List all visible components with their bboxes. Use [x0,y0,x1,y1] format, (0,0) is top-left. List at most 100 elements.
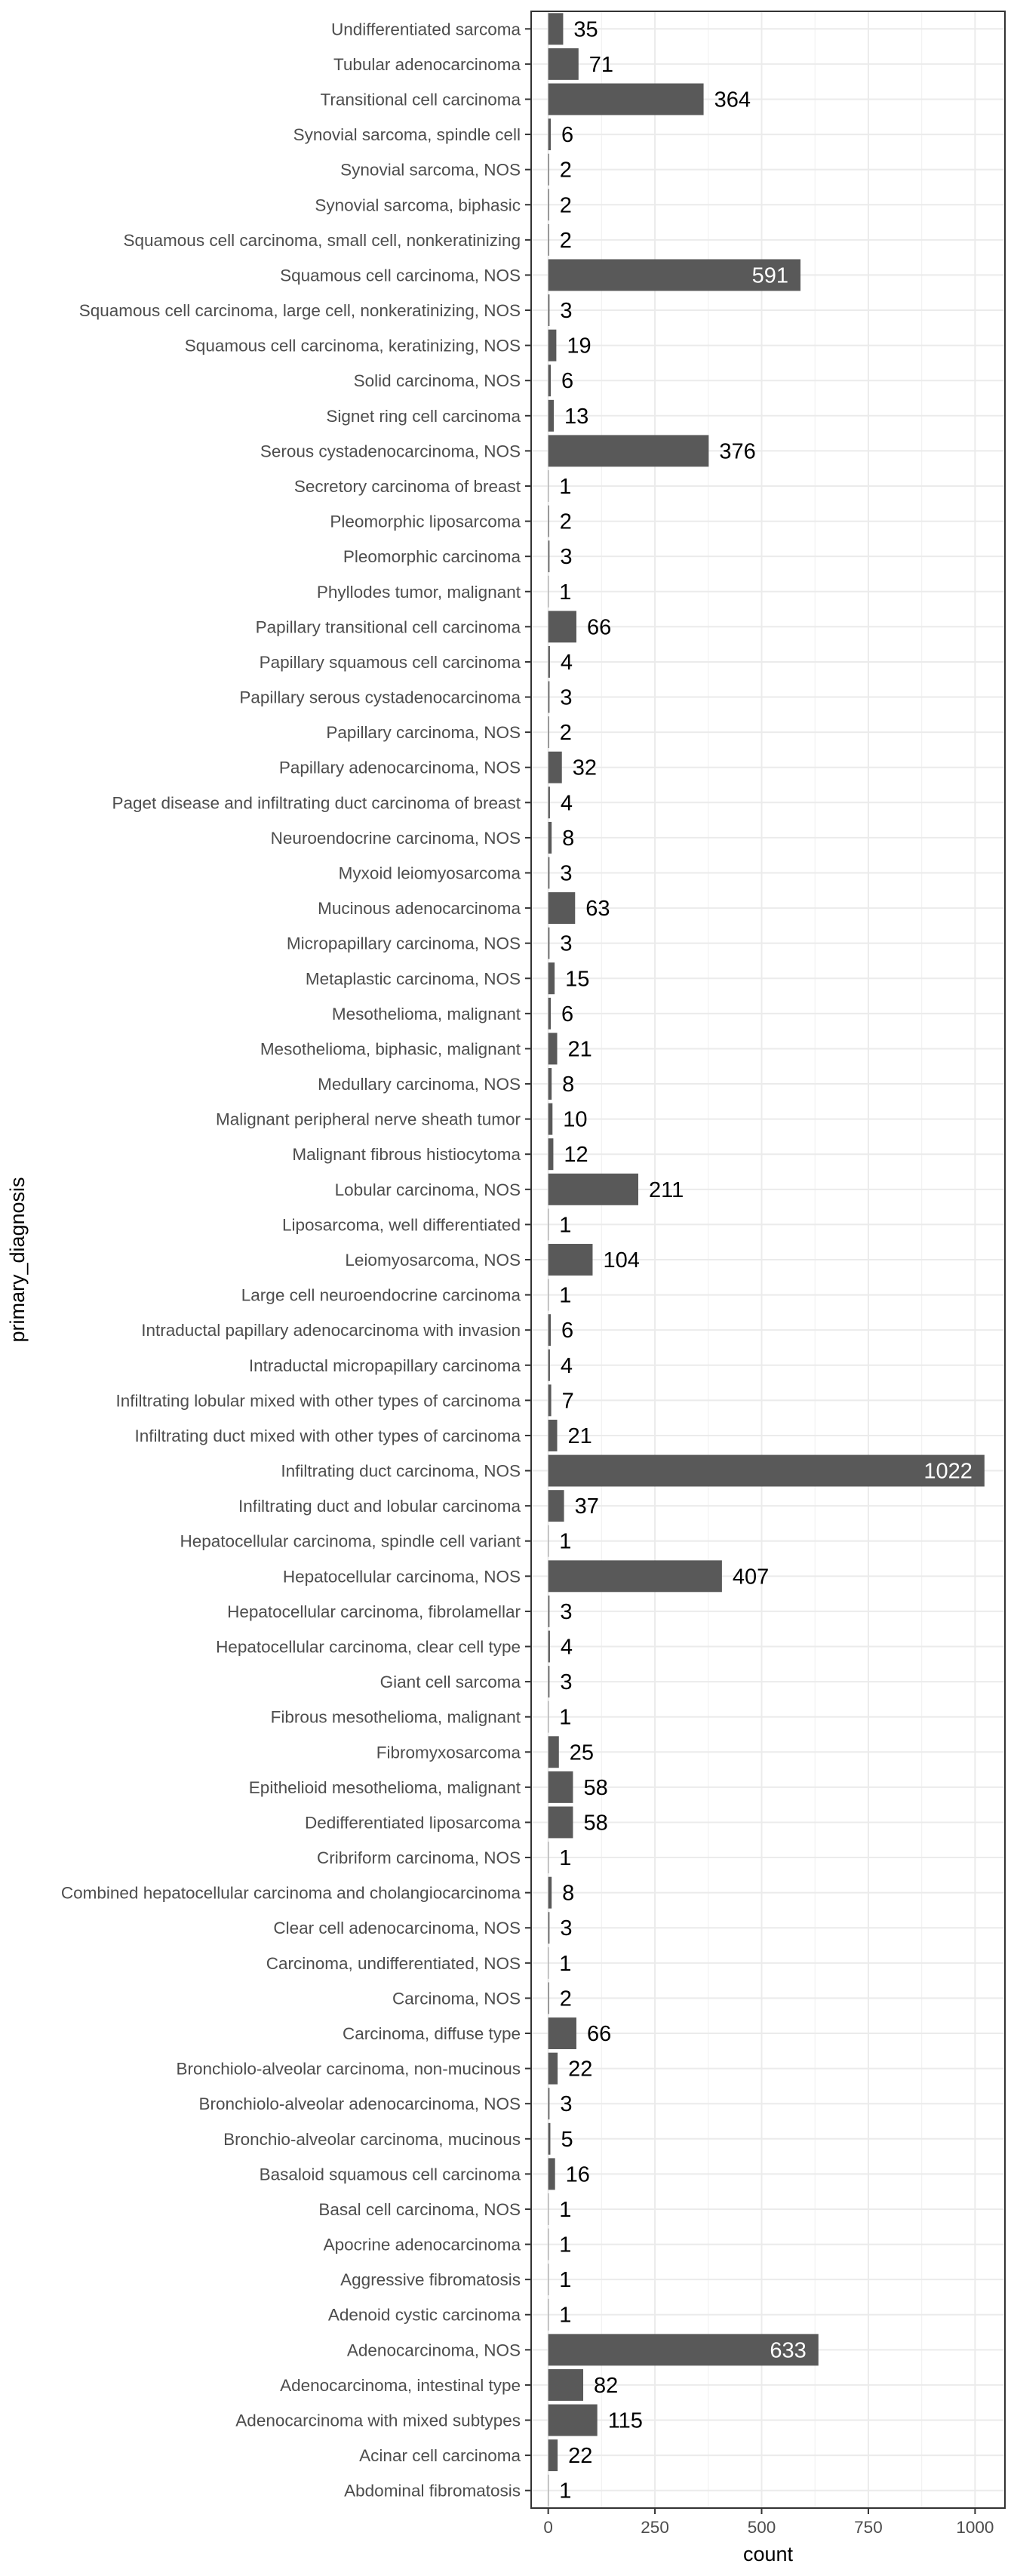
bar [548,1384,552,1417]
data-label: 6 [561,369,573,393]
data-label: 2 [560,510,572,534]
data-label: 3 [560,1670,572,1694]
y-tick-label: Tubular adenocarcinoma [333,55,521,74]
data-label: 8 [562,826,574,851]
bar [548,1244,593,1276]
bar [548,681,550,713]
y-tick-label: Dedifferentiated liposarcoma [305,1813,521,1832]
data-label: 1022 [923,1460,973,1484]
y-tick-label: Phyllodes tumor, malignant [317,583,521,602]
data-label: 1 [559,2198,571,2222]
y-tick-label: Epithelioid mesothelioma, malignant [249,1778,521,1797]
data-label: 4 [561,651,573,675]
bar [548,575,549,608]
y-tick-label: Bronchiolo-alveolar adenocarcinoma, NOS [199,2094,521,2113]
bar [548,435,709,467]
y-tick-label: Mucinous adenocarcinoma [318,899,521,918]
bar [548,2404,598,2436]
y-tick-label: Hepatocellular carcinoma, clear cell typ… [216,1638,521,1657]
x-tick-label: 500 [748,2518,776,2537]
bar [548,1419,558,1451]
bar [548,365,552,397]
y-tick-label: Intraductal papillary adenocarcinoma wit… [141,1321,521,1340]
data-label: 63 [585,897,610,921]
data-label: 1 [559,2233,571,2257]
y-tick-label: Combined hepatocellular carcinoma and ch… [61,1884,521,1903]
data-label: 4 [561,791,573,815]
data-label: 3 [560,2092,572,2116]
data-label: 12 [564,1143,588,1167]
data-label: 3 [560,1600,572,1624]
y-tick-label: Papillary carcinoma, NOS [326,723,521,742]
y-tick-label: Squamous cell carcinoma, small cell, non… [124,231,521,250]
bar [548,2439,558,2472]
data-label: 4 [561,1636,573,1660]
data-label: 3 [560,1916,572,1940]
data-label: 58 [583,1776,607,1800]
bar [548,1982,549,2014]
data-label: 3 [560,299,572,323]
bar [548,540,550,573]
bar [548,1138,554,1171]
data-label: 13 [564,405,588,429]
y-tick-label: Basal cell carcinoma, NOS [318,2200,521,2219]
bar [548,857,550,889]
y-tick-label: Basaloid squamous cell carcinoma [260,2165,521,2184]
y-tick-label: Mesothelioma, malignant [332,1005,521,1023]
data-label: 376 [719,439,755,463]
bar [548,118,552,151]
bar [548,2122,551,2155]
bar [548,48,579,80]
bar [548,2474,549,2507]
x-axis-title: count [743,2543,794,2565]
y-tick-label: Medullary carcinoma, NOS [318,1075,521,1094]
y-tick-label: Lobular carcinoma, NOS [335,1180,521,1199]
y-tick-label: Adenocarcinoma, intestinal type [280,2376,521,2395]
data-label: 2 [560,158,572,183]
bar [548,1173,639,1205]
bar [548,83,704,115]
x-tick-label: 750 [854,2518,883,2537]
data-label: 35 [573,17,598,42]
data-label: 104 [603,1248,639,1273]
x-tick-label: 250 [641,2518,669,2537]
data-label: 25 [570,1740,594,1765]
y-tick-label: Paget disease and infiltrating duct carc… [112,793,521,812]
data-label: 7 [562,1389,574,1413]
y-tick-label: Myxoid leiomyosarcoma [339,863,521,882]
bar [548,2228,549,2261]
y-tick-layer: Undifferentiated sarcoma Tubular adenocar… [61,20,531,2501]
y-tick-label: Undifferentiated sarcoma [331,20,521,38]
data-label: 633 [770,2338,806,2362]
y-tick-label: Hepatocellular carcinoma, NOS [283,1567,521,1586]
data-label: 6 [561,1002,573,1026]
bar [548,1947,549,1979]
bar [548,1314,552,1346]
bar [548,716,549,749]
bar [548,1876,552,1909]
data-label: 1 [559,580,571,605]
bar [548,1103,553,1135]
data-label: 1 [559,2479,571,2504]
x-tick-layer: 0 250 500 750 1000 [543,2508,994,2537]
data-label: 8 [562,1073,574,1097]
bar [548,2264,549,2296]
y-tick-label: Apocrine adenocarcinoma [324,2236,521,2254]
bar [548,927,550,959]
data-label: 21 [568,1424,592,1448]
data-label: 21 [568,1037,592,1061]
grid-layer [531,11,1005,2508]
y-tick-label: Liposarcoma, well differentiated [282,1215,521,1234]
bar [548,1490,564,1522]
y-tick-label: Squamous cell carcinoma, keratinizing, N… [185,337,521,355]
data-label: 32 [573,756,597,780]
bar [548,1842,549,1874]
data-label: 1 [559,1530,571,1554]
bar [548,1560,722,1593]
data-label: 2 [560,721,572,745]
bar [548,611,576,643]
y-tick-label: Serous cystadenocarcinoma, NOS [260,442,521,460]
bar [548,821,552,854]
bar [548,2052,558,2085]
y-tick-label: Carcinoma, diffuse type [343,2024,521,2043]
